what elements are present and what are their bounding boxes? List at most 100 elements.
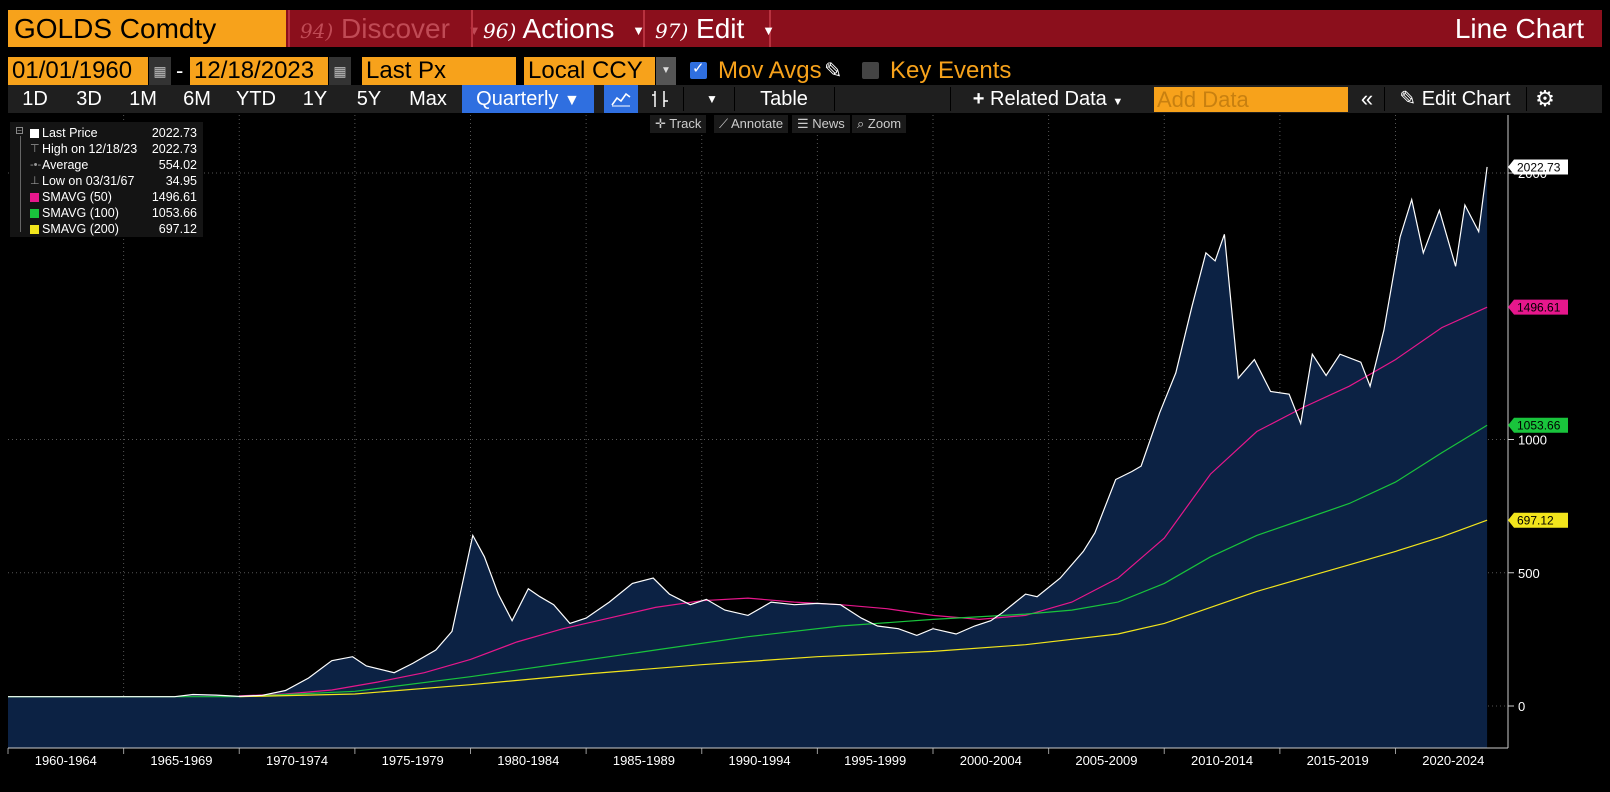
news-tool[interactable]: ☰ News: [792, 115, 850, 133]
edit-menu-number: 97): [655, 19, 689, 43]
news-tool-label: News: [812, 116, 845, 131]
period-6m-button[interactable]: 6M: [183, 88, 211, 110]
pencil-icon[interactable]: ✎: [824, 58, 843, 83]
period-max-button[interactable]: Max: [409, 88, 447, 110]
legend-item-value: 1496.61: [151, 190, 197, 204]
last-value-tag: 1496.61: [1508, 299, 1568, 315]
low-marker-icon: ⊥: [30, 175, 40, 187]
edit-menu-label: Edit: [696, 13, 745, 44]
actions-menu[interactable]: 96) Actions ▼: [471, 10, 645, 47]
x-tick-label: 1990-1994: [728, 753, 790, 768]
plus-icon: +: [972, 88, 985, 110]
legend-item-label: SMAVG (100): [42, 206, 119, 220]
annotate-tool[interactable]: ⟋ Annotate: [714, 115, 789, 133]
last-value-tag: 697.12: [1508, 512, 1568, 528]
legend-item-last-price[interactable]: Last Price 2022.73: [10, 125, 203, 141]
key-events-label[interactable]: Key Events: [890, 57, 1012, 84]
period-3d-button[interactable]: 3D: [76, 88, 102, 110]
toolbar-divider: [1384, 87, 1385, 111]
edit-chart-label: Edit Chart: [1421, 88, 1511, 110]
news-icon: ☰: [797, 116, 809, 131]
last-value-tag: 2022.73: [1508, 159, 1568, 175]
legend-item-smavg-200[interactable]: SMAVG (200) 697.12: [10, 221, 203, 237]
chart-type-title: Line Chart: [1454, 13, 1584, 44]
double-chevron-left-icon[interactable]: «: [1360, 86, 1374, 111]
chevron-down-icon: ▼: [762, 23, 775, 39]
last-value-tag-label: 1496.61: [1517, 301, 1561, 315]
start-date-field[interactable]: 01/01/1960: [8, 57, 148, 85]
toolbar-divider: [734, 87, 735, 111]
legend-item-label: SMAVG (50): [42, 190, 112, 204]
mov-avgs-label[interactable]: Mov Avgs: [718, 57, 822, 84]
edit-chart-button[interactable]: ✎ Edit Chart: [1388, 85, 1522, 113]
legend-item-smavg-100[interactable]: SMAVG (100) 1053.66: [10, 205, 203, 221]
period-ytd-button[interactable]: YTD: [236, 88, 276, 110]
period-5y-button[interactable]: 5Y: [356, 88, 382, 110]
series-layer: [8, 166, 1488, 748]
gear-icon[interactable]: ⚙: [1535, 86, 1555, 111]
collapse-legend-icon[interactable]: −: [16, 126, 23, 135]
actions-menu-label: Actions: [522, 13, 615, 44]
currency-select[interactable]: Local CCY: [524, 57, 655, 85]
end-date-field[interactable]: 12/18/2023: [190, 57, 328, 85]
calendar-icon[interactable]: ▦: [329, 57, 351, 85]
period-1y-button[interactable]: 1Y: [302, 88, 328, 110]
frequency-select[interactable]: Quarterly ▼: [462, 85, 594, 113]
x-tick-label: 2010-2014: [1191, 753, 1253, 768]
crosshair-icon: ✛: [655, 116, 666, 131]
candlestick-icon[interactable]: [640, 85, 680, 113]
track-tool[interactable]: ✛ Track: [650, 115, 707, 133]
last-value-tag-label: 1053.66: [1517, 419, 1561, 433]
line-draw-icon: ⟋: [719, 116, 729, 131]
legend-item-smavg-50[interactable]: SMAVG (50) 1496.61: [10, 189, 203, 205]
legend-item-value: 34.95: [165, 174, 197, 188]
line-chart-icon[interactable]: [604, 85, 638, 113]
legend-item-label: High on 12/18/23: [42, 142, 138, 156]
annotate-tool-label: Annotate: [731, 116, 784, 131]
legend-item-value: 1053.66: [151, 206, 197, 220]
zoom-tool-label: Zoom: [867, 116, 902, 131]
calendar-icon[interactable]: ▦: [149, 57, 171, 85]
x-tick-label: 1975-1979: [382, 753, 444, 768]
moving-average-line: [239, 306, 1488, 697]
x-tick-label: 2020-2024: [1422, 753, 1484, 768]
legend-item-average[interactable]: -•- Average 554.02: [10, 157, 203, 173]
price-field-select[interactable]: Last Px: [362, 57, 516, 85]
last-value-tag: 1053.66: [1508, 417, 1568, 433]
pencil-icon: ✎: [1399, 88, 1417, 110]
edit-menu[interactable]: 97) Edit ▼: [643, 10, 775, 47]
mov-avgs-checkbox[interactable]: [690, 59, 707, 79]
table-button[interactable]: Table: [760, 88, 808, 110]
related-data-label: Related Data: [990, 88, 1107, 110]
chevron-down-icon[interactable]: ▼: [656, 57, 676, 85]
zoom-tool[interactable]: ⌕ Zoom: [852, 115, 907, 133]
last-value-tag-bg: [1508, 512, 1568, 528]
moving-average-line: [239, 519, 1488, 698]
legend-item-value: 2022.73: [151, 142, 197, 156]
x-axis: 1960-1964 1965-1969 1970-1974 1975-1979 1980…: [7, 747, 1508, 768]
x-tick-label: 2015-2019: [1307, 753, 1369, 768]
key-events-checkbox[interactable]: [862, 62, 879, 79]
x-tick-label: 1970-1974: [266, 753, 328, 768]
chevron-down-icon[interactable]: ▼: [706, 92, 718, 106]
legend-swatch: [30, 209, 39, 218]
x-tick-label: 1985-1989: [613, 753, 675, 768]
ticker-input[interactable]: GOLDS Comdty: [8, 10, 286, 47]
legend-item-label: Average: [42, 158, 89, 172]
discover-menu[interactable]: 94) Discover ▼: [288, 10, 481, 47]
legend-item-low[interactable]: ⊥ Low on 03/31/67 34.95: [10, 173, 203, 189]
price-area: [8, 166, 1488, 748]
legend-tree-line: [20, 136, 21, 232]
add-data-input[interactable]: Add Data: [1154, 87, 1348, 112]
legend-item-label: Last Price: [42, 126, 98, 140]
related-data-button[interactable]: + Related Data ▼: [956, 85, 1140, 113]
chevron-down-icon: ▼: [1112, 96, 1124, 108]
y-tick-label: 500: [1518, 566, 1540, 581]
y-tick-label: 0: [1518, 699, 1525, 714]
legend-swatch: [30, 129, 39, 138]
legend-item-high[interactable]: ⊤ High on 12/18/23 2022.73: [10, 141, 203, 157]
period-1m-button[interactable]: 1M: [129, 88, 157, 110]
period-1d-button[interactable]: 1D: [22, 88, 48, 110]
toolbar-divider: [834, 87, 835, 111]
